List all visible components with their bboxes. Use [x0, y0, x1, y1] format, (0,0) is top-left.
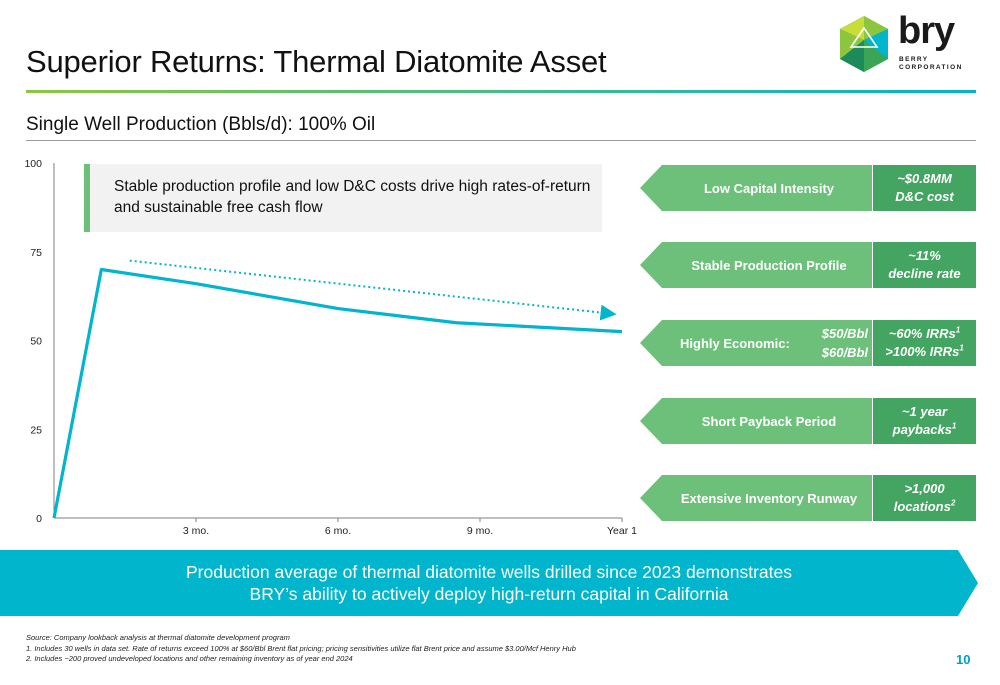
x-tick-label: 3 mo. — [183, 525, 209, 537]
footnote-2: 2. Includes ~200 proved undeveloped loca… — [26, 654, 353, 663]
logo-company-name: BERRY CORPORATION — [899, 56, 963, 71]
chart-callout: Stable production profile and low D&C co… — [84, 164, 602, 232]
metric-value: ~1 year paybacks1 — [873, 398, 976, 444]
footnote-1: 1. Includes 30 wells in data set. Rate o… — [26, 643, 576, 653]
metric-value: ~60% IRRs1 >100% IRRs1 — [873, 320, 976, 366]
y-tick-label: 50 — [30, 336, 42, 348]
x-tick-label: Year 1 — [607, 525, 637, 537]
hexagon-logo-icon — [840, 16, 888, 72]
metric-value: ~$0.8MM D&C cost — [873, 165, 976, 211]
metric-label: Extensive Inventory Runway — [680, 490, 858, 506]
banner-line-2: BRY’s ability to actively deploy high-re… — [249, 584, 729, 604]
banner-line-1: Production average of thermal diatomite … — [185, 562, 792, 582]
footnote-source: Source: Company lookback analysis at the… — [26, 633, 290, 642]
subtitle-divider — [26, 140, 976, 141]
chart-subtitle: Single Well Production (Bbls/d): 100% Oi… — [26, 114, 376, 135]
y-tick-label: 100 — [24, 158, 42, 170]
metric-capital-intensity: Low Capital Intensity ~$0.8MM D&C cost — [640, 165, 976, 211]
company-logo: bry BERRY CORPORATION — [836, 10, 986, 78]
y-tick-label: 25 — [30, 424, 42, 436]
metric-label: Highly Economic: — [680, 335, 790, 351]
metric-arrow — [640, 242, 872, 288]
metric-label: Short Payback Period — [701, 413, 837, 429]
metric-label: Stable Production Profile — [691, 257, 847, 273]
x-tick-label: 9 mo. — [467, 525, 493, 537]
footnotes: Source: Company lookback analysis at the… — [26, 633, 576, 665]
metric-arrow — [640, 165, 872, 211]
trend-arrow — [129, 259, 617, 321]
metric-production-profile: Stable Production Profile ~11% decline r… — [640, 242, 976, 288]
y-tick-label: 0 — [36, 513, 42, 525]
logo-wordmark: bry — [898, 10, 955, 52]
metric-prices: $50/Bbl $60/Bbl — [821, 326, 868, 360]
metric-inventory-runway: Extensive Inventory Runway >1,000 locati… — [640, 475, 976, 521]
metric-arrow — [640, 398, 872, 444]
metric-highly-economic: Highly Economic: $50/Bbl $60/Bbl ~60% IR… — [640, 320, 976, 366]
metric-payback-period: Short Payback Period ~1 year paybacks1 — [640, 398, 976, 444]
metric-arrow — [640, 475, 872, 521]
metric-value: >1,000 locations2 — [873, 475, 976, 521]
production-line — [52, 267, 623, 519]
x-tick-label: 6 mo. — [325, 525, 351, 537]
summary-banner: Production average of thermal diatomite … — [0, 550, 978, 616]
y-tick-label: 75 — [30, 247, 42, 259]
title-divider — [26, 90, 976, 93]
metric-value: ~11% decline rate — [873, 242, 976, 288]
production-chart: 0 25 50 75 100 3 mo. 6 mo. 9 mo. Year 1 — [24, 158, 637, 537]
metric-label: Low Capital Intensity — [703, 180, 834, 196]
page-title: Superior Returns: Thermal Diatomite Asse… — [26, 44, 607, 79]
metric-arrow: Highly Economic: $50/Bbl $60/Bbl — [640, 320, 872, 366]
page-number: 10 — [956, 652, 971, 667]
